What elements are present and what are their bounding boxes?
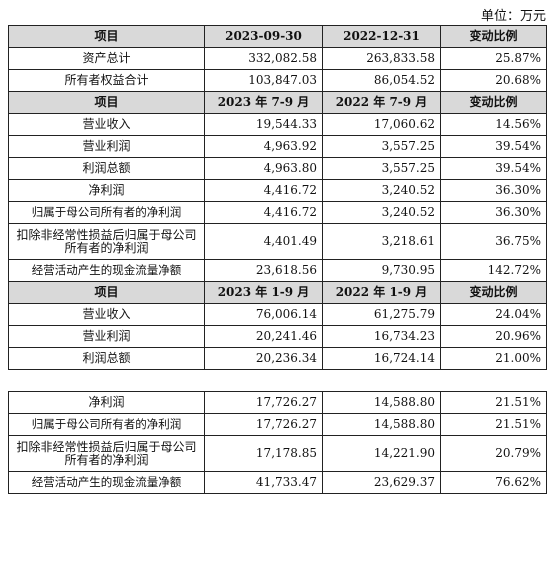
table-row: 扣除非经常性损益后归属于母公司所有者的净利润 4,401.49 3,218.61…	[8, 223, 547, 260]
row-label: 经营活动产生的现金流量净额	[8, 259, 205, 282]
table-row: 所有者权益合计 103,847.03 86,054.52 20.68%	[8, 69, 547, 92]
value-current: 17,726.27	[204, 413, 323, 436]
value-current: 332,082.58	[204, 47, 323, 70]
row-label: 所有者权益合计	[8, 69, 205, 92]
header-period-prior: 2022 年 1-9 月	[322, 281, 441, 304]
change-ratio: 20.79%	[440, 435, 547, 472]
value-current: 20,241.46	[204, 325, 323, 348]
header-item: 项目	[8, 91, 205, 114]
table-row: 经营活动产生的现金流量净额 23,618.56 9,730.95 142.72%	[8, 259, 547, 282]
change-ratio: 21.51%	[440, 413, 547, 436]
change-ratio: 21.00%	[440, 347, 547, 370]
table-row: 利润总额 4,963.80 3,557.25 39.54%	[8, 157, 547, 180]
table-row: 净利润 17,726.27 14,588.80 21.51%	[8, 391, 547, 414]
value-prior: 61,275.79	[322, 303, 441, 326]
financial-table: 项目 2023-09-30 2022-12-31 变动比例 资产总计 332,0…	[8, 25, 547, 494]
row-label: 归属于母公司所有者的净利润	[8, 201, 205, 224]
value-prior: 9,730.95	[322, 259, 441, 282]
value-prior: 3,240.52	[322, 179, 441, 202]
change-ratio: 36.75%	[440, 223, 547, 260]
value-prior: 23,629.37	[322, 471, 441, 494]
header-period-current: 2023-09-30	[204, 25, 323, 48]
row-label: 净利润	[8, 179, 205, 202]
value-current: 19,544.33	[204, 113, 323, 136]
value-current: 17,178.85	[204, 435, 323, 472]
header-change: 变动比例	[440, 281, 547, 304]
row-label: 经营活动产生的现金流量净额	[8, 471, 205, 494]
value-current: 103,847.03	[204, 69, 323, 92]
change-ratio: 20.96%	[440, 325, 547, 348]
header-row: 项目 2023 年 7-9 月 2022 年 7-9 月 变动比例	[8, 91, 547, 114]
value-prior: 3,218.61	[322, 223, 441, 260]
row-label: 营业利润	[8, 325, 205, 348]
value-current: 4,963.80	[204, 157, 323, 180]
change-ratio: 76.62%	[440, 471, 547, 494]
table-row: 经营活动产生的现金流量净额 41,733.47 23,629.37 76.62%	[8, 471, 547, 494]
table-row: 归属于母公司所有者的净利润 4,416.72 3,240.52 36.30%	[8, 201, 547, 224]
change-ratio: 20.68%	[440, 69, 547, 92]
value-prior: 3,557.25	[322, 135, 441, 158]
value-prior: 14,221.90	[322, 435, 441, 472]
header-period-prior: 2022-12-31	[322, 25, 441, 48]
value-prior: 16,724.14	[322, 347, 441, 370]
value-prior: 14,588.80	[322, 413, 441, 436]
row-label: 扣除非经常性损益后归属于母公司所有者的净利润	[8, 223, 205, 260]
table-row: 营业利润 20,241.46 16,734.23 20.96%	[8, 325, 547, 348]
value-prior: 16,734.23	[322, 325, 441, 348]
table-row: 营业收入 76,006.14 61,275.79 24.04%	[8, 303, 547, 326]
value-prior: 3,240.52	[322, 201, 441, 224]
table-row: 资产总计 332,082.58 263,833.58 25.87%	[8, 47, 547, 70]
change-ratio: 39.54%	[440, 135, 547, 158]
header-row: 项目 2023 年 1-9 月 2022 年 1-9 月 变动比例	[8, 281, 547, 304]
header-item: 项目	[8, 25, 205, 48]
header-period-prior: 2022 年 7-9 月	[322, 91, 441, 114]
value-current: 4,401.49	[204, 223, 323, 260]
value-prior: 17,060.62	[322, 113, 441, 136]
change-ratio: 39.54%	[440, 157, 547, 180]
value-current: 4,416.72	[204, 179, 323, 202]
value-prior: 14,588.80	[322, 391, 441, 414]
page-break-gap	[8, 369, 547, 392]
value-current: 4,963.92	[204, 135, 323, 158]
value-prior: 3,557.25	[322, 157, 441, 180]
row-label: 扣除非经常性损益后归属于母公司所有者的净利润	[8, 435, 205, 472]
value-current: 23,618.56	[204, 259, 323, 282]
table-row: 营业收入 19,544.33 17,060.62 14.56%	[8, 113, 547, 136]
header-period-current: 2023 年 7-9 月	[204, 91, 323, 114]
value-current: 17,726.27	[204, 391, 323, 414]
change-ratio: 25.87%	[440, 47, 547, 70]
row-label: 净利润	[8, 391, 205, 414]
value-current: 4,416.72	[204, 201, 323, 224]
change-ratio: 36.30%	[440, 201, 547, 224]
change-ratio: 36.30%	[440, 179, 547, 202]
change-ratio: 142.72%	[440, 259, 547, 282]
unit-label: 单位：万元	[480, 9, 546, 24]
row-label: 资产总计	[8, 47, 205, 70]
table-row: 利润总额 20,236.34 16,724.14 21.00%	[8, 347, 547, 370]
value-current: 20,236.34	[204, 347, 323, 370]
change-ratio: 14.56%	[440, 113, 547, 136]
header-row: 项目 2023-09-30 2022-12-31 变动比例	[8, 25, 547, 48]
value-current: 41,733.47	[204, 471, 323, 494]
table-row: 营业利润 4,963.92 3,557.25 39.54%	[8, 135, 547, 158]
table-row: 扣除非经常性损益后归属于母公司所有者的净利润 17,178.85 14,221.…	[8, 435, 547, 472]
header-change: 变动比例	[440, 91, 547, 114]
row-label: 归属于母公司所有者的净利润	[8, 413, 205, 436]
row-label: 利润总额	[8, 347, 205, 370]
change-ratio: 21.51%	[440, 391, 547, 414]
row-label: 营业利润	[8, 135, 205, 158]
row-label: 营业收入	[8, 113, 205, 136]
value-current: 76,006.14	[204, 303, 323, 326]
table-row: 净利润 4,416.72 3,240.52 36.30%	[8, 179, 547, 202]
header-period-current: 2023 年 1-9 月	[204, 281, 323, 304]
header-change: 变动比例	[440, 25, 547, 48]
row-label: 利润总额	[8, 157, 205, 180]
value-prior: 263,833.58	[322, 47, 441, 70]
row-label: 营业收入	[8, 303, 205, 326]
value-prior: 86,054.52	[322, 69, 441, 92]
table-row: 归属于母公司所有者的净利润 17,726.27 14,588.80 21.51%	[8, 413, 547, 436]
header-item: 项目	[8, 281, 205, 304]
change-ratio: 24.04%	[440, 303, 547, 326]
